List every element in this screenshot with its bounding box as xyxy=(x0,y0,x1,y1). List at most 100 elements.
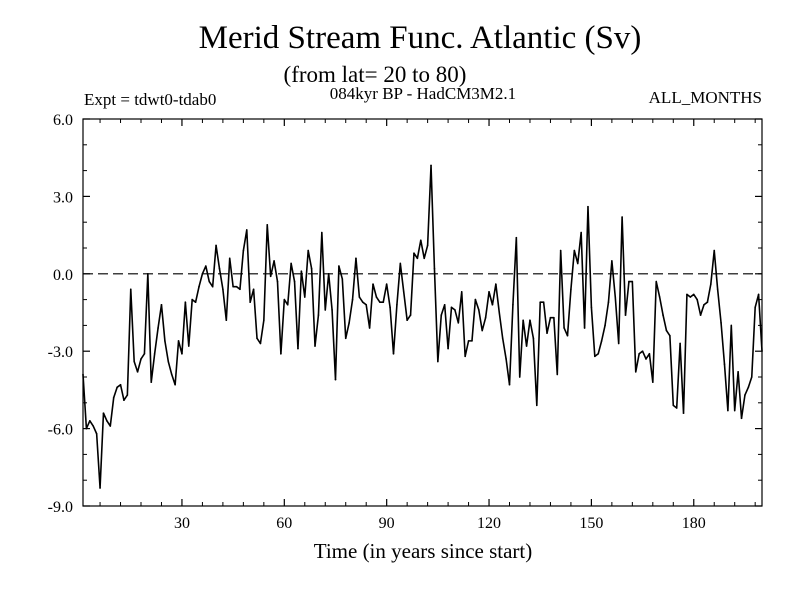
data-point xyxy=(150,381,153,383)
model-label: 084kyr BP - HadCM3M2.1 xyxy=(330,84,516,103)
data-point xyxy=(170,373,173,376)
data-point xyxy=(443,303,446,306)
data-point xyxy=(375,296,378,298)
data-point xyxy=(82,373,84,376)
data-point xyxy=(133,360,135,363)
data-point xyxy=(478,309,480,311)
data-point xyxy=(440,314,443,316)
data-point xyxy=(164,340,166,342)
data-point xyxy=(99,487,101,489)
data-point xyxy=(344,337,347,340)
data-point xyxy=(215,244,217,247)
data-point xyxy=(157,327,159,329)
data-point xyxy=(481,329,484,332)
data-point xyxy=(280,352,282,355)
data-point xyxy=(457,322,460,324)
y-tick-label: -6.0 xyxy=(48,422,73,439)
axis-group: -9.0 -6.0 -3.0 0.0 3.0 6.0 30 60 90 120 150 180 xyxy=(48,112,762,532)
data-point xyxy=(546,332,548,334)
data-point xyxy=(177,340,180,342)
data-point xyxy=(617,342,620,345)
chart-subtitle: (from lat= 20 to 80) xyxy=(284,62,467,87)
data-point xyxy=(297,347,299,350)
data-point xyxy=(259,342,262,345)
data-point xyxy=(235,285,238,288)
data-point xyxy=(341,278,344,280)
y-tick-label: 3.0 xyxy=(53,189,73,206)
data-point xyxy=(529,319,531,322)
x-tick-label: 60 xyxy=(276,515,292,532)
data-point xyxy=(460,291,463,293)
data-point xyxy=(638,352,640,355)
data-point xyxy=(228,257,231,260)
y-tick-label: -3.0 xyxy=(48,344,73,361)
data-point xyxy=(655,280,658,283)
data-point xyxy=(136,371,139,373)
data-point xyxy=(123,399,125,402)
data-point xyxy=(331,309,333,311)
data-point xyxy=(389,306,391,309)
data-point xyxy=(645,358,647,360)
data-point xyxy=(321,231,323,234)
data-point xyxy=(747,386,750,389)
data-point xyxy=(396,303,398,306)
y-tick-label: 0.0 xyxy=(53,267,73,284)
chart-title: Merid Stream Func. Atlantic (Sv) xyxy=(199,20,642,56)
data-point xyxy=(464,355,466,358)
data-point xyxy=(286,303,289,306)
data-point xyxy=(89,420,91,422)
data-point xyxy=(129,288,132,291)
data-point xyxy=(307,249,310,252)
data-point xyxy=(553,316,555,319)
data-point xyxy=(416,257,419,260)
data-point xyxy=(703,303,705,306)
data-point xyxy=(689,296,692,298)
data-point xyxy=(208,280,211,283)
data-point xyxy=(484,316,487,319)
data-point xyxy=(324,309,327,311)
data-point xyxy=(365,303,368,306)
data-point xyxy=(556,373,559,376)
data-point xyxy=(126,394,129,396)
data-point xyxy=(198,285,200,288)
data-point xyxy=(239,288,241,291)
data-point xyxy=(669,334,671,337)
data-point xyxy=(614,296,617,298)
data-point xyxy=(205,265,207,267)
data-point xyxy=(594,355,596,358)
data-point xyxy=(95,432,98,435)
data-point xyxy=(761,350,763,353)
plot-frame xyxy=(82,118,763,507)
data-point xyxy=(314,345,316,347)
data-point xyxy=(327,273,330,275)
data-point xyxy=(402,291,405,293)
data-point xyxy=(491,303,494,306)
data-point xyxy=(300,270,303,273)
data-point xyxy=(488,291,490,293)
data-point xyxy=(143,352,146,355)
data-point xyxy=(508,383,511,386)
data-point xyxy=(757,293,760,296)
data-point xyxy=(92,425,95,427)
data-point xyxy=(549,316,552,319)
data-point xyxy=(351,298,354,301)
data-point xyxy=(338,265,340,267)
data-point xyxy=(628,280,630,283)
data-point xyxy=(252,288,255,291)
data-point xyxy=(750,376,753,378)
data-point xyxy=(399,262,402,265)
data-point xyxy=(290,262,292,265)
data-point xyxy=(587,205,589,208)
data-point xyxy=(474,298,477,301)
data-point xyxy=(713,249,716,252)
data-point xyxy=(495,283,497,285)
data-point xyxy=(433,267,436,270)
data-point xyxy=(334,378,337,381)
data-point xyxy=(658,296,661,298)
data-point xyxy=(652,381,654,383)
months-label: ALL_MONTHS xyxy=(649,88,762,107)
y-tick-label: -9.0 xyxy=(48,499,73,516)
data-point xyxy=(611,260,613,262)
data-point xyxy=(624,314,627,316)
data-point xyxy=(679,342,681,345)
